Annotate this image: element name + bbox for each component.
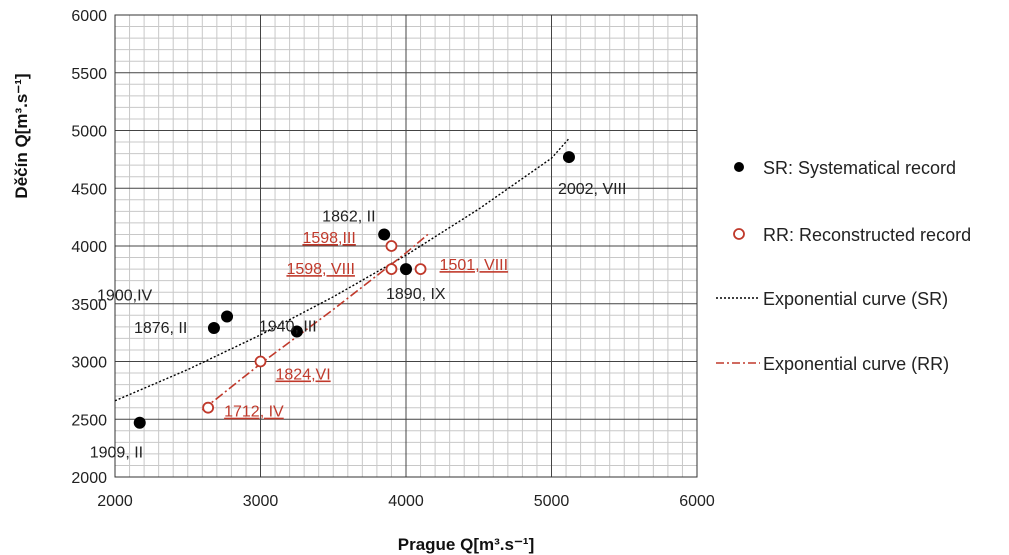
sr-point: [290, 325, 303, 338]
point-label: 1598,III: [302, 230, 355, 247]
plot-frame: [114, 14, 698, 478]
sr-point: [562, 151, 575, 164]
legend: SR: Systematical record RR: Reconstructe…: [716, 158, 971, 374]
sr-point: [207, 322, 220, 335]
x-tick-label: 3000: [243, 493, 279, 510]
point-labels: 1909, II 1876, II 1900,IV 1940, III 1862, II…: [90, 181, 627, 462]
point-label: 1890, IX: [386, 286, 446, 303]
data-points: [133, 151, 575, 429]
point-label: 1712, IV: [224, 404, 284, 421]
x-axis-title: Prague Q[m³.s⁻¹]: [398, 535, 535, 554]
sr-point: [133, 416, 146, 429]
y-tick-label: 4500: [71, 181, 107, 198]
point-label: 1501, VIII: [440, 257, 509, 274]
point-label: 1876, II: [134, 320, 187, 337]
point-label: 1862, II: [322, 208, 375, 225]
exp-curve-rr: [201, 233, 429, 411]
x-tick-label: 2000: [97, 493, 133, 510]
y-tick-label: 2500: [71, 412, 107, 429]
legend-exp-rr-label: Exponential curve (RR): [763, 354, 949, 374]
legend-sr-marker: [734, 162, 744, 172]
y-tick-label: 3000: [71, 355, 107, 372]
rr-point: [385, 240, 398, 252]
point-label: 2002, VIII: [558, 181, 627, 198]
y-tick-label: 6000: [71, 8, 107, 25]
point-label: 1940, III: [259, 318, 317, 335]
rr-point: [202, 401, 215, 414]
y-tick-label: 3500: [71, 297, 107, 314]
legend-rr-marker: [733, 228, 745, 240]
sr-point: [221, 310, 234, 323]
rr-point: [414, 263, 427, 276]
point-label: 1598, VIII: [286, 261, 355, 278]
rr-point: [385, 263, 398, 276]
legend-exp-sr-label: Exponential curve (SR): [763, 289, 948, 309]
x-tick-label: 6000: [679, 493, 715, 510]
y-tick-label: 5500: [71, 66, 107, 83]
curves: [114, 138, 570, 411]
x-tick-label: 4000: [388, 493, 424, 510]
rr-point: [254, 355, 267, 368]
legend-sr-label: SR: Systematical record: [763, 158, 956, 178]
point-label: 1909, II: [90, 445, 143, 462]
y-axis-title: Děčín Q[m³.s⁻¹]: [12, 73, 31, 198]
exp-curve-sr: [114, 138, 570, 402]
sr-point: [400, 263, 412, 276]
y-tick-labels: 2000 2500 3000 3500 4000 4500 5000 5500 6000: [71, 8, 107, 487]
y-tick-label: 2000: [71, 470, 107, 487]
legend-rr-label: RR: Reconstructed record: [763, 225, 971, 245]
point-label: 1900,IV: [97, 287, 152, 304]
point-label: 1824,VI: [276, 367, 331, 384]
y-tick-label: 4000: [71, 239, 107, 256]
y-tick-label: 5000: [71, 124, 107, 141]
sr-point: [378, 228, 391, 241]
x-tick-labels: 2000 3000 4000 5000 6000: [97, 493, 715, 510]
x-tick-label: 5000: [534, 493, 570, 510]
